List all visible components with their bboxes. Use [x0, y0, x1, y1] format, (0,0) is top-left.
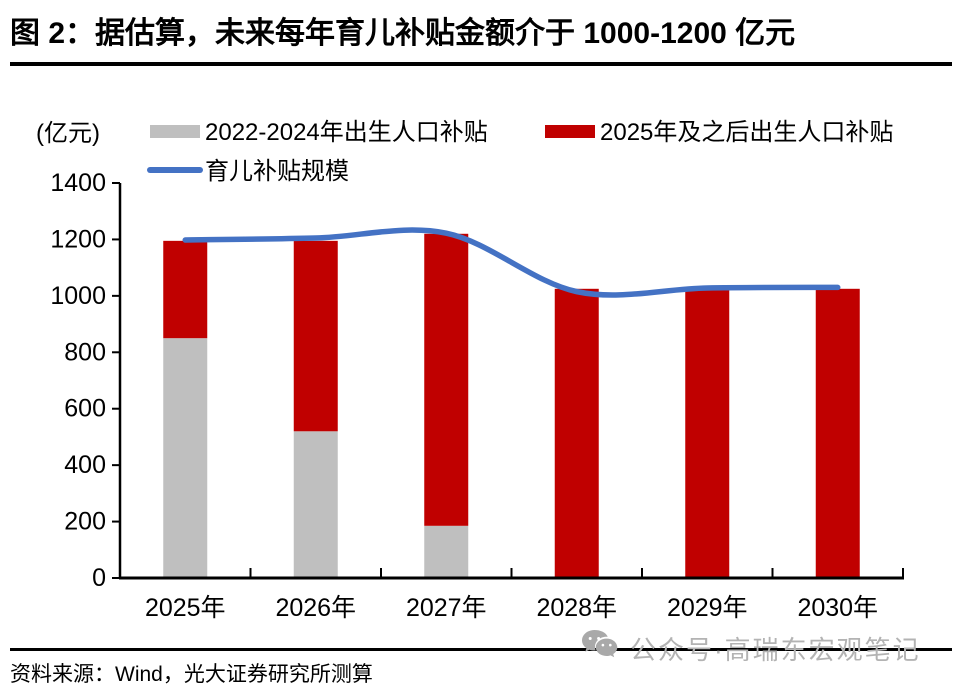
- bar-segment: [163, 240, 208, 339]
- y-tick-label: 1400: [50, 169, 106, 197]
- y-tick-label: 800: [64, 338, 106, 366]
- x-tick-label: 2026年: [275, 594, 356, 622]
- legend-label: 育儿补贴规模: [205, 158, 349, 185]
- legend-label: 2022-2024年出生人口补贴: [205, 119, 488, 146]
- y-tick-label: 1200: [50, 225, 106, 253]
- y-tick-label: 600: [64, 395, 106, 423]
- legend-swatch: [150, 125, 200, 138]
- y-tick-label: 200: [64, 508, 106, 536]
- figure-title: 图 2：据估算，未来每年育儿补贴金额介于 1000-1200 亿元: [10, 17, 796, 50]
- bar-segment: [163, 338, 208, 578]
- title-divider: [10, 62, 952, 66]
- x-tick-label: 2027年: [406, 594, 487, 622]
- source-note: 资料来源：Wind，光大证券研究所测算: [10, 663, 373, 686]
- bar-segment: [293, 240, 338, 432]
- watermark: 公众号·高瑞东宏观笔记: [580, 628, 921, 669]
- y-axis-unit-label: (亿元): [36, 120, 100, 147]
- x-tick-label: 2025年: [145, 594, 226, 622]
- bar-segment: [554, 288, 599, 578]
- x-tick-label: 2029年: [667, 594, 748, 622]
- bar-segment: [685, 288, 730, 578]
- bar-segment: [424, 233, 469, 526]
- x-tick-label: 2028年: [536, 594, 617, 622]
- trend-line: [182, 227, 841, 298]
- y-tick-label: 400: [64, 451, 106, 479]
- legend-label: 2025年及之后出生人口补贴: [600, 119, 893, 146]
- x-tick-label: 2030年: [797, 594, 878, 622]
- y-tick-label: 1000: [50, 282, 106, 310]
- bar-segment: [815, 288, 860, 578]
- watermark-text: 公众号·高瑞东宏观笔记: [630, 635, 921, 665]
- wechat-icon: [580, 628, 620, 669]
- bar-segment: [424, 525, 469, 578]
- y-tick-label: 0: [92, 564, 106, 592]
- bar-segment: [293, 431, 338, 578]
- footer-divider: [10, 648, 952, 651]
- legend-swatch: [545, 125, 595, 138]
